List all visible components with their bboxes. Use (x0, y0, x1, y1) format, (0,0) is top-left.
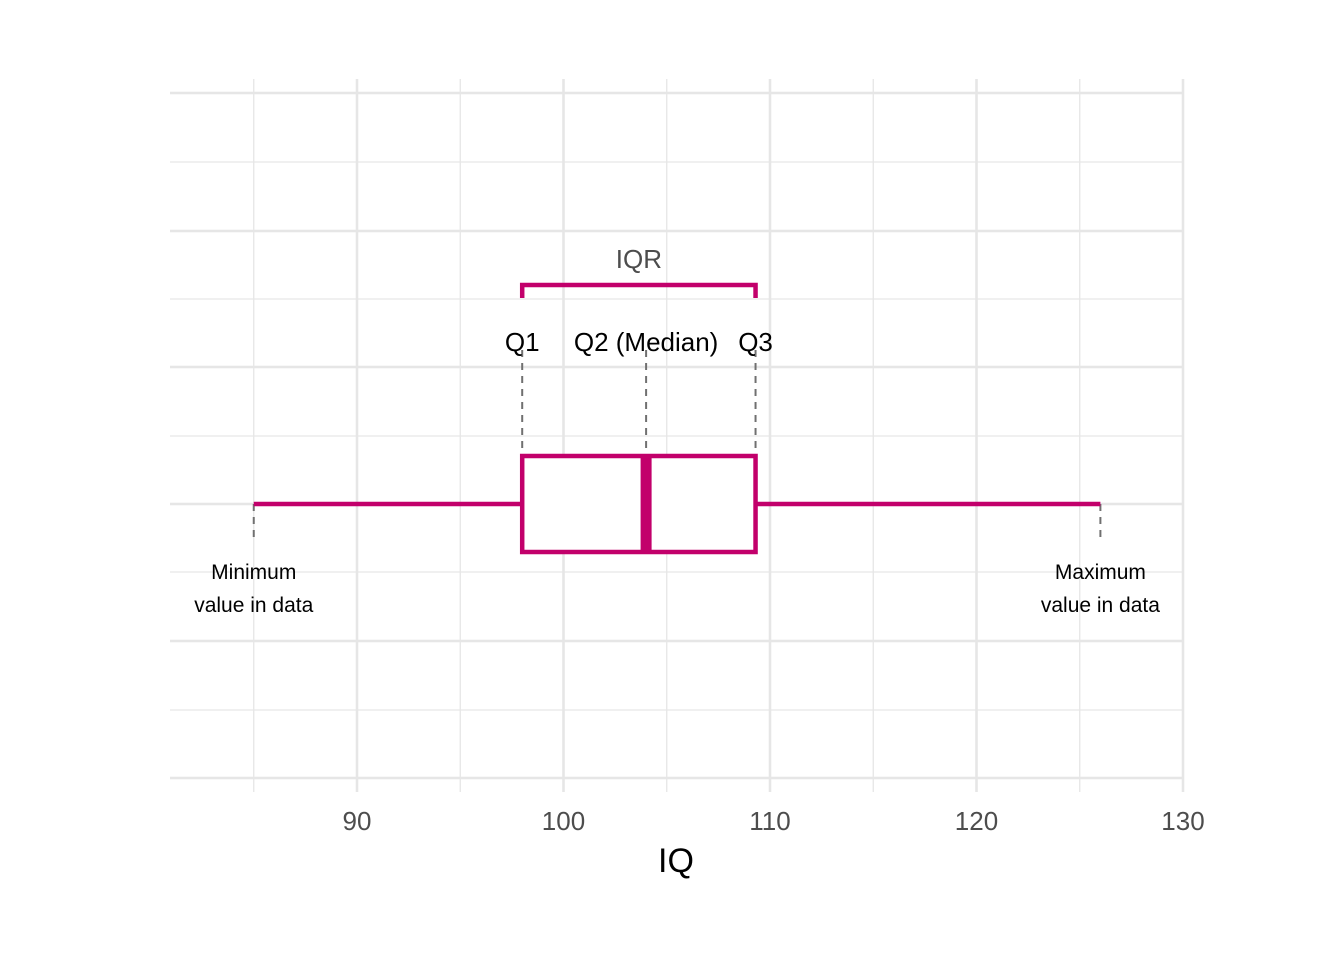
x-tick-label: 120 (955, 806, 998, 836)
grid (170, 79, 1185, 792)
annotation-labels: IQR Q1 Q2 (Median) Q3 Minimum value in d… (194, 244, 1160, 617)
boxplot (253, 282, 1101, 555)
max-label-line1: Maximum (1055, 561, 1146, 584)
iqr-label: IQR (616, 244, 662, 274)
x-tick-label: 100 (542, 806, 585, 836)
iqr-box (519, 453, 758, 555)
max-label-line2: value in data (1041, 594, 1160, 617)
iqr-bracket (519, 282, 758, 298)
x-tick-label: 110 (749, 806, 790, 836)
min-label-line1: Minimum (211, 561, 296, 584)
x-tick-label: 90 (343, 806, 372, 836)
x-tick-label: 130 (1161, 806, 1204, 836)
q1-label: Q1 (505, 327, 540, 357)
x-axis-ticks: 90 100 110 120 130 (343, 806, 1205, 836)
q3-label: Q3 (738, 327, 773, 357)
x-axis-label: IQ (658, 842, 694, 880)
median-label: Q2 (Median) (574, 327, 719, 357)
guide-lines (252, 350, 1102, 540)
min-label-line2: value in data (194, 594, 313, 617)
